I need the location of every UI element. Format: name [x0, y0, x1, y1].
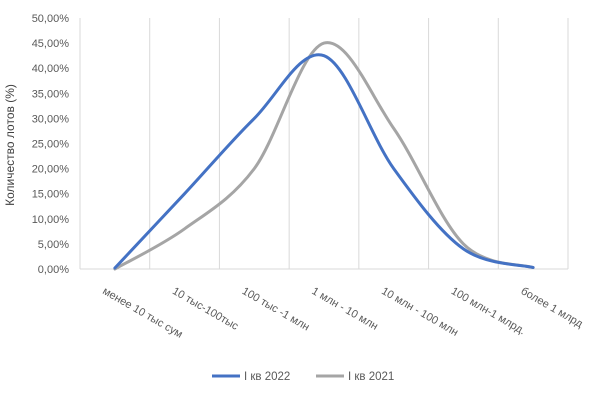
x-tick-label: 100 млн-1 млрд.	[449, 285, 527, 337]
y-axis: 0,00% 5,00% 10,00% 15,00% 20,00% 25,00% 30,00%…	[32, 13, 70, 276]
legend-label: I кв 2021	[348, 371, 394, 383]
x-tick-label: 10 млн - 100 млн	[379, 285, 460, 339]
series-line-0	[113, 53, 535, 270]
legend-label: I кв 2022	[244, 371, 290, 383]
y-axis-label: Количество лотов (%)	[3, 84, 17, 206]
y-tick-label: 15,00%	[32, 189, 70, 201]
series-line-1	[113, 41, 535, 271]
x-tick-label: 100 тыс -1 млн	[240, 285, 312, 333]
y-tick-label: 40,00%	[32, 63, 70, 75]
y-tick-label: 50,00%	[32, 13, 70, 25]
y-tick-label: 5,00%	[38, 239, 69, 251]
series-lines	[113, 41, 535, 271]
y-tick-label: 0,00%	[38, 264, 69, 276]
y-tick-label: 20,00%	[32, 164, 70, 176]
x-tick-label: 10 тыс-100тыс	[170, 285, 241, 333]
y-tick-label: 10,00%	[32, 214, 70, 226]
y-tick-label: 30,00%	[32, 113, 70, 125]
y-tick-label: 25,00%	[32, 139, 70, 151]
grid	[79, 18, 569, 270]
y-tick-label: 35,00%	[32, 88, 70, 100]
legend: I кв 2022 I кв 2021	[212, 371, 394, 383]
x-tick-label: 1 млн - 10 млн	[310, 285, 380, 333]
x-tick-label: более 1 млрд	[519, 285, 586, 330]
y-tick-label: 45,00%	[32, 38, 70, 50]
